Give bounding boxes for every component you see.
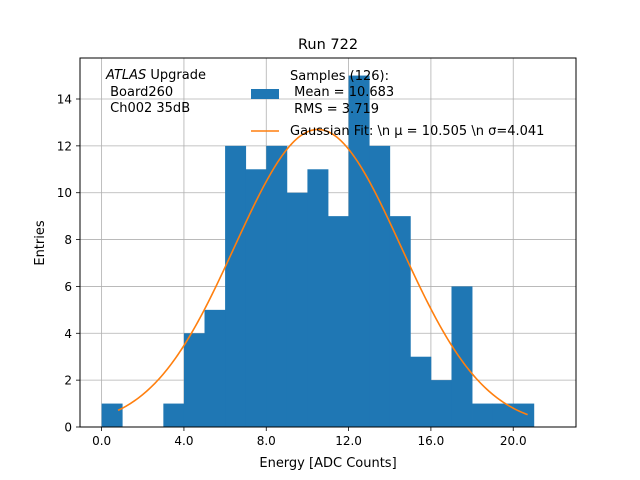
histogram-bar <box>225 145 247 427</box>
x-tick-label: 8.0 <box>257 434 276 448</box>
histogram-bar <box>163 403 185 427</box>
y-tick-label: 14 <box>57 93 72 107</box>
y-tick-label: 0 <box>64 421 72 435</box>
ticks-layer: 0.0 4.0 8.0 12.0 16.0 20.0 0 2 4 6 8 10 12 14 <box>57 93 527 449</box>
y-tick-label: 8 <box>64 233 72 247</box>
legend-histogram-swatch <box>251 89 279 99</box>
histogram-bar <box>451 286 473 427</box>
y-axis-label: Entries <box>33 220 48 266</box>
y-tick-label: 4 <box>64 327 72 341</box>
y-tick-label: 10 <box>57 186 72 200</box>
bars-layer <box>101 75 535 428</box>
histogram-bar <box>389 216 411 427</box>
histogram-bar <box>369 145 391 427</box>
x-tick-label: 16.0 <box>418 434 445 448</box>
histogram-bar <box>348 75 370 428</box>
histogram-bar <box>204 309 226 427</box>
legend-histogram-label-line-2: Mean = 10.683 <box>290 85 394 100</box>
legend-histogram-label-line-3: RMS = 3.719 <box>290 102 379 117</box>
histogram-bar <box>513 403 535 427</box>
histogram-bar <box>183 333 205 427</box>
annotation-line-2: Board260 <box>106 85 173 100</box>
annotation-line-1: ATLAS Upgrade <box>105 68 206 83</box>
y-tick-label: 6 <box>64 280 72 294</box>
legend-histogram-label-line-1: Samples (126): <box>290 69 389 84</box>
histogram-bar <box>472 403 494 427</box>
histogram-bar <box>492 403 514 427</box>
histogram-bar <box>266 145 288 427</box>
annotation-line-3: Ch002 35dB <box>106 101 190 116</box>
histogram-bar <box>245 169 267 428</box>
chart-title: Run 722 <box>298 37 358 53</box>
plot-frame <box>79 57 577 428</box>
histogram-bar <box>307 169 329 428</box>
histogram-bar <box>328 216 349 427</box>
histogram-bar <box>286 192 308 427</box>
x-tick-label: 0.0 <box>92 434 111 448</box>
histogram-bar <box>101 403 123 427</box>
legend-fit-label: Gaussian Fit: \n μ = 10.505 \n σ=4.041 <box>290 124 544 139</box>
histogram-bar <box>410 356 432 427</box>
x-tick-label: 12.0 <box>335 434 362 448</box>
x-tick-label: 4.0 <box>174 434 193 448</box>
annotation-box: ATLAS Upgrade Board260 Ch002 35dB <box>105 68 206 116</box>
x-axis-label: Energy [ADC Counts] <box>259 456 396 471</box>
y-tick-label: 12 <box>57 139 72 153</box>
legend: Samples (126): Mean = 10.683 RMS = 3.719… <box>251 69 544 139</box>
histogram-bar <box>430 380 452 427</box>
x-tick-label: 20.0 <box>500 434 527 448</box>
gaussian-fit-line <box>117 128 528 416</box>
y-tick-label: 2 <box>64 374 72 388</box>
curve-layer <box>117 128 528 416</box>
